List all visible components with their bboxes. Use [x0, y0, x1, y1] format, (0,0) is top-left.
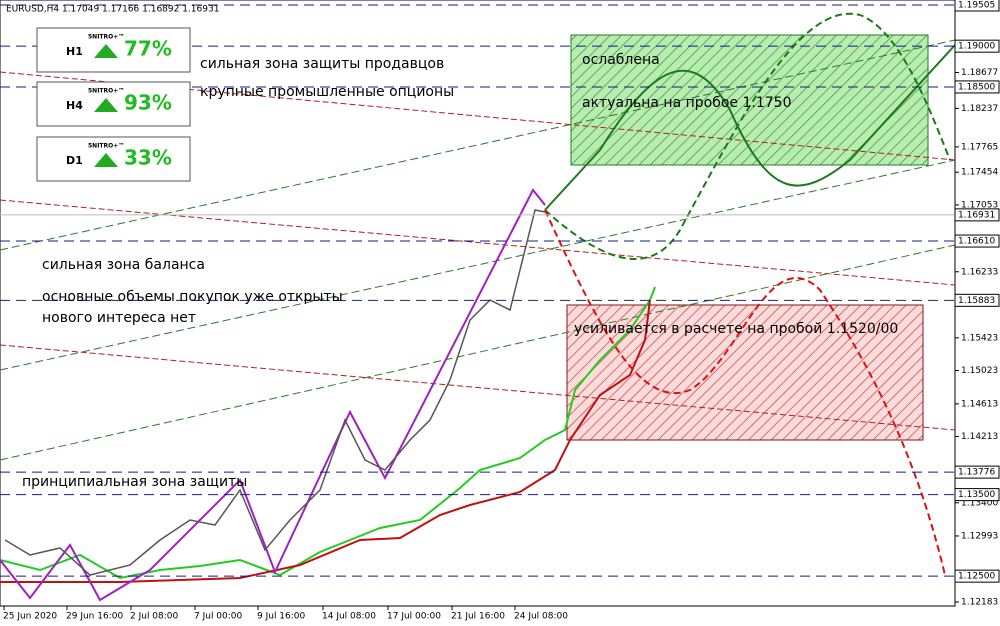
time-label: 7 Jul 00:00 [194, 612, 243, 622]
price-label: 1.18677 [961, 68, 998, 78]
annotation: нового интереса нет [42, 310, 196, 326]
up-arrow [94, 44, 118, 58]
price-label: 1.16233 [961, 267, 998, 277]
level-tag [954, 465, 1000, 479]
price-label: 1.15023 [961, 366, 998, 376]
brand-label: 5NITRO+™ [88, 88, 124, 95]
level-tag [954, 488, 1000, 502]
annotation: крупные промышленные опционы [200, 84, 454, 100]
symbol-header: EURUSD,H4 1.17049 1.17166 1.16892 1.1693… [6, 5, 219, 15]
price-path [4, 209, 546, 576]
time-label: 24 Jul 08:00 [514, 612, 568, 622]
level-label: 1.16610 [958, 237, 995, 247]
span-b [0, 299, 651, 583]
percent-value: 33% [124, 146, 172, 170]
annotation: сильная зона защиты продавцов [200, 56, 444, 72]
annotation: актуальна на пробое 1.1750 [582, 95, 791, 111]
time-label: 25 Jun 2020 [3, 612, 57, 622]
indicator-panel [36, 81, 191, 127]
level-label: 1.19505 [958, 1, 995, 11]
price-label: 1.12993 [961, 531, 998, 541]
level-label: 1.12500 [958, 572, 995, 582]
annotation: ослаблена [582, 52, 660, 68]
annotation: усиливается в расчете на пробой 1.1520/0… [574, 321, 898, 337]
time-label: 29 Jun 16:00 [66, 612, 123, 622]
timeframe-badge: H4 [66, 99, 83, 112]
level-tag [954, 234, 1000, 248]
level-tag [954, 208, 1000, 222]
level-label: 1.13500 [958, 490, 995, 500]
level-tag [954, 0, 1000, 12]
brand-label: 5NITRO+™ [88, 143, 124, 150]
level-tag [954, 293, 1000, 307]
timeframe-badge: H1 [66, 45, 83, 58]
annotation: сильная зона баланса [42, 257, 205, 273]
price-label: 1.12183 [961, 598, 998, 608]
level-tag [954, 80, 1000, 94]
percent-value: 93% [124, 91, 172, 115]
annotation: основные объемы покупок уже открыты [42, 289, 343, 305]
price-label: 1.17765 [961, 142, 998, 152]
level-label: 1.16931 [958, 210, 995, 220]
time-label: 2 Jul 08:00 [130, 612, 179, 622]
price-label: 1.17053 [961, 200, 998, 210]
green-zone [570, 34, 929, 166]
forecast-paths [544, 12, 956, 576]
level-label: 1.13776 [958, 468, 995, 478]
red-zone [566, 304, 924, 441]
level-label: 1.18500 [958, 82, 995, 92]
up-arrow [94, 153, 118, 167]
percent-value: 77% [124, 37, 172, 61]
price-label: 1.14613 [961, 399, 998, 409]
indicator-panel [36, 136, 191, 182]
level-tag [954, 39, 1000, 53]
annotation: принципиальная зона защиты [22, 474, 247, 490]
brand-label: 5NITRO+™ [88, 34, 124, 41]
time-label: 17 Jul 00:00 [387, 612, 441, 622]
level-label: 1.19000 [958, 42, 995, 52]
price-label: 1.17454 [961, 168, 998, 178]
price-label: 1.18237 [961, 104, 998, 114]
time-label: 21 Jul 16:00 [451, 612, 505, 622]
time-label: 9 Jul 16:00 [257, 612, 306, 622]
level-tag [954, 569, 1000, 583]
price-label: 1.15423 [961, 333, 998, 343]
zigzag [0, 188, 546, 602]
indicator-panel [36, 27, 191, 73]
span-a [0, 286, 656, 580]
up-arrow [94, 98, 118, 112]
price-label: 1.13400 [961, 498, 998, 508]
level-label: 1.15883 [958, 296, 995, 306]
time-label: 14 Jul 08:00 [322, 612, 376, 622]
timeframe-badge: D1 [66, 154, 83, 167]
price-label: 1.14213 [961, 432, 998, 442]
